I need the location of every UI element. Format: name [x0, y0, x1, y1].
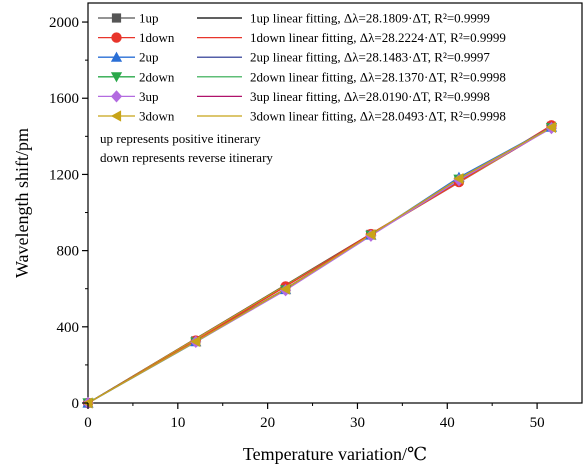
legend-fit-label-2: 1down linear fitting, Δλ=28.2224·ΔT, R²=… — [250, 30, 506, 45]
legend-marker-1up — [111, 13, 122, 23]
legend-fit-label-3: 2up linear fitting, Δλ=28.1483·ΔT, R²=0.… — [250, 50, 490, 65]
y-tick-label: 2000 — [49, 15, 79, 31]
legend-fit-label-6: 3down linear fitting, Δλ=28.0493·ΔT, R²=… — [250, 109, 506, 124]
legend-label-2down: 2down — [139, 69, 175, 84]
legend-fit-label-4: 2down linear fitting, Δλ=28.1370·ΔT, R²=… — [250, 69, 506, 84]
data-point-3down — [453, 173, 464, 185]
legend-label-1up: 1up — [139, 11, 159, 26]
series-line-1down — [87, 124, 552, 404]
data-series — [82, 120, 558, 410]
y-tick-label: 400 — [57, 320, 80, 336]
legend-marker-2down — [110, 72, 123, 83]
x-tick-label: 40 — [440, 415, 455, 431]
legend-marker-3up — [110, 90, 123, 103]
series-line-3down — [87, 126, 552, 404]
x-tick-label: 30 — [350, 415, 365, 431]
legend-label-3down: 3down — [139, 109, 175, 124]
legend: 1up 1down 2up 2down 3up 3down 1up linear fitti… — [98, 11, 506, 124]
x-tick-label: 20 — [260, 415, 275, 431]
y-tick-label: 1200 — [49, 167, 79, 183]
y-axis: 0 400 800 1200 1600 2000 — [49, 15, 88, 412]
legend-label-2up: 2up — [139, 50, 159, 65]
annotation-1: up represents positive itinerary — [100, 131, 261, 146]
y-tick-label: 800 — [57, 244, 80, 260]
annotation-2: down represents reverse itinerary — [100, 150, 273, 165]
y-axis-title: Wavelength shift/pm — [12, 128, 32, 278]
y-tick-label: 0 — [72, 396, 80, 412]
data-point-3down — [280, 283, 291, 295]
plot-area — [87, 2, 583, 404]
legend-marker-2up — [110, 51, 123, 62]
annotations: up represents positive itinerary down rep… — [100, 131, 273, 165]
legend-marker-3down — [110, 110, 122, 122]
y-tick-label: 1600 — [49, 91, 79, 107]
x-axis-title: Temperature variation/℃ — [243, 444, 427, 464]
x-tick-label: 0 — [84, 415, 92, 431]
legend-fit-label-5: 3up linear fitting, Δλ=28.0190·ΔT, R²=0.… — [250, 89, 490, 104]
data-point-3down — [190, 335, 201, 348]
data-point-3down — [545, 121, 557, 133]
legend-fit-label-1: 1up linear fitting, Δλ=28.1809·ΔT, R²=0.… — [250, 11, 490, 26]
legend-marker-1down — [111, 32, 122, 43]
legend-label-1down: 1down — [139, 30, 175, 45]
x-tick-label: 10 — [170, 415, 185, 431]
x-axis: 0 10 20 30 40 50 — [84, 403, 545, 431]
data-point-3down — [365, 229, 376, 241]
legend-label-3up: 3up — [139, 89, 159, 104]
x-tick-label: 50 — [530, 415, 545, 431]
